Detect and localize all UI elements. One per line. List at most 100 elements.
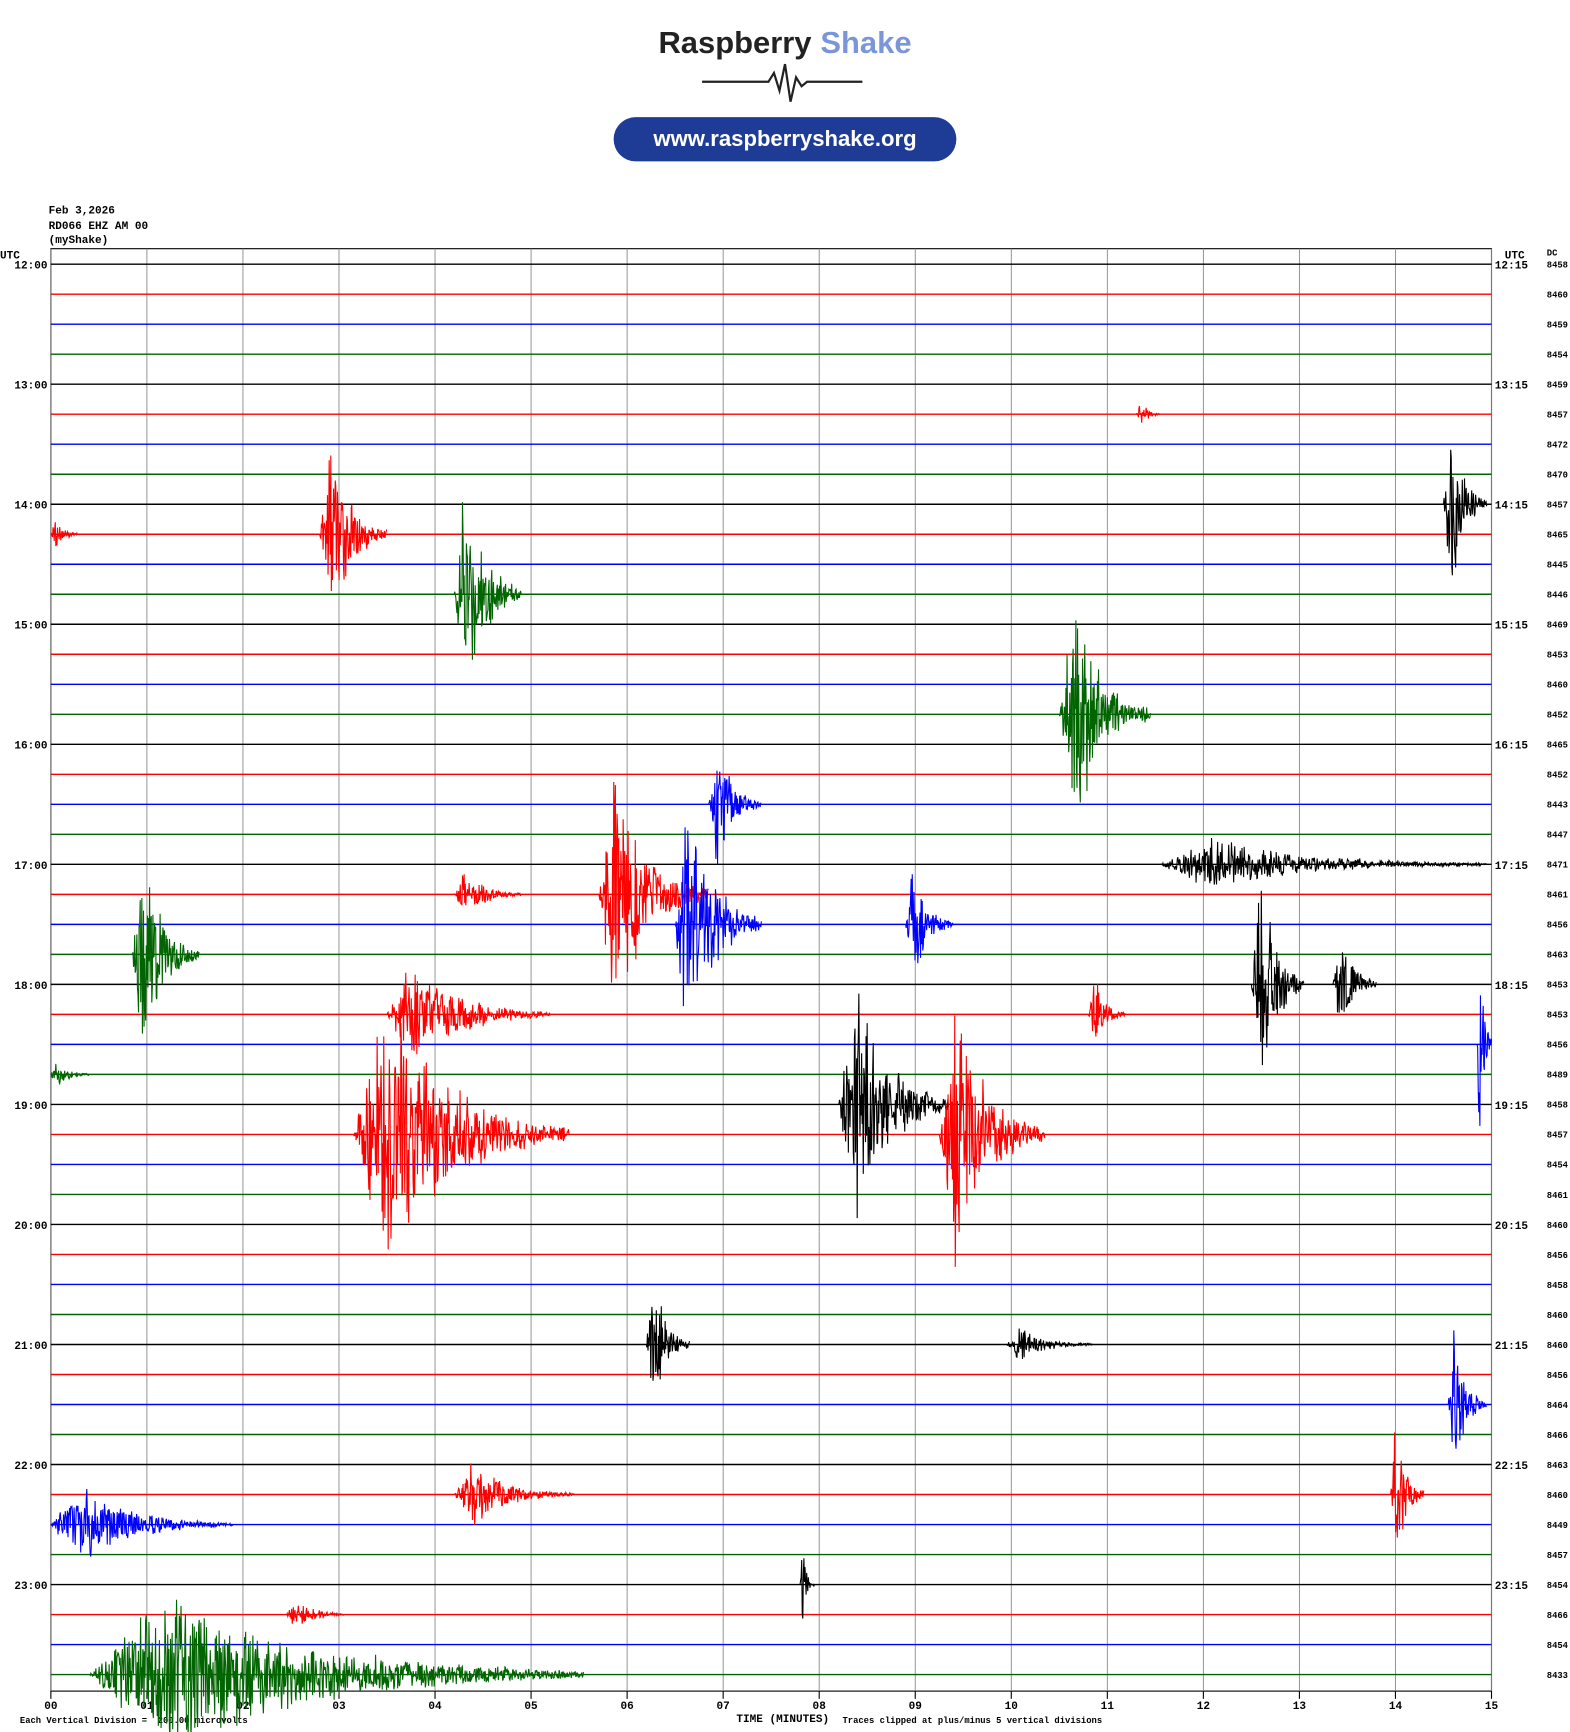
logo-wave bbox=[702, 63, 863, 102]
dc-value: 8454 bbox=[1547, 351, 1569, 361]
dc-value: 8460 bbox=[1547, 1491, 1568, 1501]
seismic-event bbox=[674, 827, 762, 1007]
dc-value: 8457 bbox=[1547, 1131, 1568, 1141]
dc-value: 8452 bbox=[1547, 711, 1568, 721]
dc-value: 8460 bbox=[1547, 1341, 1568, 1351]
dc-value: 8464 bbox=[1547, 1401, 1569, 1411]
row-label-right: 22:15 bbox=[1495, 1461, 1529, 1473]
station: RD066 EHZ AM 00 bbox=[49, 221, 148, 233]
seismic-event bbox=[285, 1605, 345, 1624]
dc-value: 8458 bbox=[1547, 1281, 1568, 1291]
seismic-event bbox=[131, 887, 200, 1034]
x-tick-label: 11 bbox=[1101, 1701, 1115, 1713]
dc-label: DC bbox=[1547, 248, 1558, 258]
row-label-right: 23:15 bbox=[1495, 1581, 1529, 1593]
seismic-event bbox=[1390, 1432, 1425, 1538]
seismic-event bbox=[708, 770, 762, 865]
dc-value: 8459 bbox=[1547, 381, 1568, 391]
dc-value: 8452 bbox=[1547, 771, 1568, 781]
dc-value: 8489 bbox=[1547, 1071, 1568, 1081]
seismic-event bbox=[1332, 952, 1377, 1013]
row-label-left: 23:00 bbox=[14, 1581, 47, 1593]
x-tick-label: 07 bbox=[717, 1701, 730, 1713]
row-label-left: 16:00 bbox=[14, 741, 47, 753]
row-label-left: 12:00 bbox=[14, 261, 47, 273]
dc-value: 8458 bbox=[1547, 1101, 1568, 1111]
dc-value: 8471 bbox=[1547, 861, 1568, 871]
row-label-left: 14:00 bbox=[14, 501, 47, 513]
seismic-event bbox=[1160, 838, 1487, 885]
row-label-left: 18:00 bbox=[14, 981, 47, 993]
row-label-left: 22:00 bbox=[14, 1461, 47, 1473]
left-axis-label: UTC bbox=[0, 251, 20, 263]
dc-value: 8446 bbox=[1547, 591, 1568, 601]
dc-value: 8461 bbox=[1547, 891, 1568, 901]
row-label-left: 20:00 bbox=[14, 1221, 47, 1233]
seismic-event bbox=[1135, 405, 1161, 423]
row-label-left: 15:00 bbox=[14, 621, 47, 633]
row-label-right: 16:15 bbox=[1495, 741, 1529, 753]
seismic-event bbox=[453, 1463, 575, 1526]
dc-value: 8456 bbox=[1547, 1251, 1568, 1261]
dc-value: 8461 bbox=[1547, 1191, 1568, 1201]
row-label-left: 19:00 bbox=[14, 1101, 47, 1113]
seismic-event bbox=[938, 1015, 1046, 1267]
x-tick-label: 01 bbox=[140, 1701, 154, 1713]
dc-value: 8457 bbox=[1547, 1551, 1568, 1561]
seismic-event bbox=[598, 781, 709, 983]
seismic-event bbox=[1442, 449, 1488, 576]
seismic-event bbox=[799, 1558, 815, 1619]
seismic-event bbox=[1058, 620, 1152, 803]
dc-value: 8463 bbox=[1547, 951, 1568, 961]
row-label-right: 19:15 bbox=[1495, 1101, 1529, 1113]
row-label-left: 17:00 bbox=[14, 861, 47, 873]
x-tick-label: 02 bbox=[236, 1701, 249, 1713]
dc-value: 8460 bbox=[1547, 681, 1568, 691]
brand-accent: Shake bbox=[820, 25, 911, 60]
dc-value: 8466 bbox=[1547, 1611, 1568, 1621]
dc-value: 8445 bbox=[1547, 561, 1568, 571]
dc-value: 8460 bbox=[1547, 1221, 1568, 1231]
url: www.raspberryshake.org bbox=[652, 126, 916, 151]
row-label-right: 12:15 bbox=[1495, 261, 1529, 273]
seismic-event bbox=[386, 972, 551, 1055]
row-label-right: 14:15 bbox=[1495, 501, 1529, 513]
row-label-right: 15:15 bbox=[1495, 621, 1529, 633]
dc-value: 8456 bbox=[1547, 1041, 1568, 1051]
plot-frame bbox=[50, 248, 1493, 1692]
dc-value: 8470 bbox=[1547, 471, 1568, 481]
seismic-event bbox=[905, 874, 954, 964]
x-tick-label: 12 bbox=[1197, 1701, 1210, 1713]
dc-value: 8433 bbox=[1547, 1671, 1568, 1681]
x-tick-label: 05 bbox=[524, 1701, 538, 1713]
footer-right: Traces clipped at plus/minus 5 vertical … bbox=[842, 1716, 1102, 1726]
seismic-event bbox=[319, 455, 388, 592]
dc-value: 8454 bbox=[1547, 1641, 1569, 1651]
dc-value: 8449 bbox=[1547, 1521, 1568, 1531]
dc-value: 8453 bbox=[1547, 651, 1568, 661]
seismic-event bbox=[1476, 995, 1493, 1126]
row-label-right: 21:15 bbox=[1495, 1341, 1529, 1353]
seismic-event bbox=[838, 993, 949, 1219]
dc-value: 8457 bbox=[1547, 501, 1568, 511]
date: Feb 3,2026 bbox=[49, 205, 116, 217]
dc-value: 8458 bbox=[1547, 260, 1568, 270]
url-pill bbox=[613, 117, 957, 162]
footer-left: Each Vertical Division = 200.00 microvol… bbox=[20, 1716, 248, 1726]
x-tick-label: 08 bbox=[813, 1701, 827, 1713]
dc-value: 8443 bbox=[1547, 801, 1568, 811]
seismic-event bbox=[50, 522, 81, 547]
x-tick-label: 13 bbox=[1293, 1701, 1307, 1713]
x-tick-label: 10 bbox=[1005, 1701, 1018, 1713]
dc-value: 8447 bbox=[1547, 831, 1568, 841]
seismic-event bbox=[89, 1599, 584, 1732]
dc-value: 8465 bbox=[1547, 531, 1568, 541]
row-label-left: 13:00 bbox=[14, 381, 47, 393]
seismic-event bbox=[645, 1306, 691, 1381]
x-tick-label: 00 bbox=[44, 1701, 57, 1713]
seismic-event bbox=[50, 1489, 234, 1557]
x-tick-label: 06 bbox=[620, 1701, 634, 1713]
brand: Raspberry Shake bbox=[658, 25, 911, 60]
x-tick-label: 14 bbox=[1389, 1701, 1403, 1713]
dc-value: 8456 bbox=[1547, 1371, 1568, 1381]
